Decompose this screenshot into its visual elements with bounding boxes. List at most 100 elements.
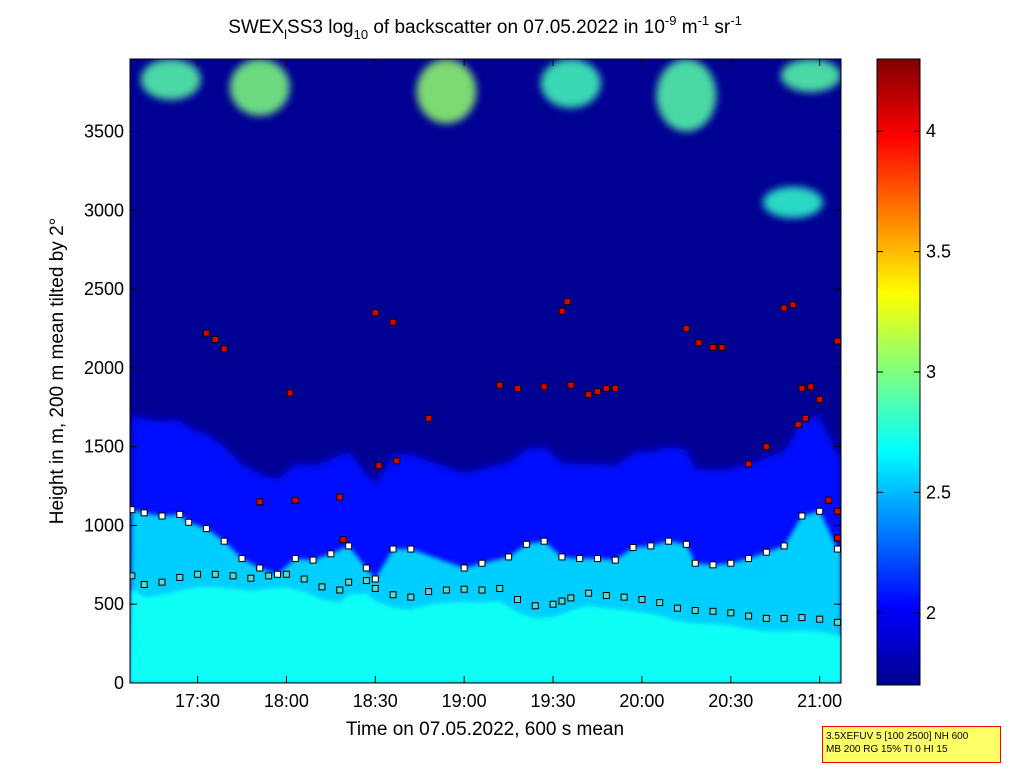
cloud-base-height-marker [807, 383, 815, 391]
y-tick-label: 1000 [84, 515, 124, 535]
cloud-base-height-marker [336, 493, 344, 501]
cloud-base-height-marker [825, 496, 833, 504]
colorbar-tick-label: 2 [926, 603, 936, 623]
mixed-layer-height-marker [176, 573, 184, 581]
y-axis-label: Height in m, 200 m mean tilted by 2° [47, 218, 68, 524]
aerosol-layer-height-marker [176, 510, 184, 518]
mixed-layer-height-marker [727, 609, 735, 617]
mixed-layer-height-marker [389, 591, 397, 599]
aerosol-layer-height-marker [327, 550, 335, 558]
mixed-layer-height-marker [318, 583, 326, 591]
mixed-layer-height-marker [496, 584, 504, 592]
aerosol-layer-height-marker [256, 564, 264, 572]
mixed-layer-height-marker [673, 604, 681, 612]
mixed-layer-height-marker [362, 577, 370, 585]
cloud-patch [140, 59, 201, 100]
layer-markers [130, 298, 841, 626]
aerosol-layer-height-marker [709, 561, 717, 569]
cloud-patch [780, 59, 841, 93]
aerosol-layer-height-marker [460, 564, 468, 572]
aerosol-layer-height-marker [593, 555, 601, 563]
mixed-layer-height-marker [762, 614, 770, 622]
aerosol-layer-height-marker [478, 559, 486, 567]
mixed-layer-height-marker [513, 595, 521, 603]
colorbar-tick-label: 3.5 [926, 242, 951, 262]
mixed-layer-height-marker [798, 614, 806, 622]
mixed-layer-height-marker [211, 570, 219, 578]
aerosol-layer-height-marker [780, 542, 788, 550]
aerosol-layer-height-marker [185, 518, 193, 526]
x-tick-label: 20:30 [708, 691, 753, 711]
mixed-layer-height-marker [194, 570, 202, 578]
mixed-layer-height-marker [345, 578, 353, 586]
cloud-base-height-marker [718, 343, 726, 351]
cloud-base-height-marker [816, 395, 824, 403]
y-tick-label: 3500 [84, 121, 124, 141]
aerosol-layer-height-marker [345, 542, 353, 550]
cloud-base-height-marker [695, 339, 703, 347]
mixed-layer-height-marker [709, 607, 717, 615]
aerosol-layer-height-marker [309, 556, 317, 564]
mixed-layer-height-marker [442, 586, 450, 594]
colorbar-tick-label: 3 [926, 362, 936, 382]
aerosol-layer-height-marker [762, 548, 770, 556]
colorbar-ticks: 2 2.5 3 3.5 4 [877, 121, 951, 623]
x-tick-label: 21:00 [797, 691, 842, 711]
y-tick-label: 500 [94, 594, 124, 614]
cloud-base-height-marker [585, 391, 593, 399]
heatmap-plot [130, 59, 841, 683]
mixed-layer-height-marker [282, 570, 290, 578]
cloud-base-height-marker [389, 318, 397, 326]
cloud-patch [656, 59, 717, 132]
cloud-base-height-marker [558, 307, 566, 315]
aerosol-layer-height-marker [745, 555, 753, 563]
colorbar-tick-label: 2.5 [926, 482, 951, 502]
aerosol-layer-height-marker [629, 543, 637, 551]
x-tick-label: 19:30 [531, 691, 576, 711]
mixed-layer-height-marker [247, 574, 255, 582]
cloud-base-height-marker [682, 324, 690, 332]
mixed-layer-height-marker [478, 586, 486, 594]
cloud-base-height-marker [291, 496, 299, 504]
mixed-layer-height-marker [691, 607, 699, 615]
aerosol-layer-height-marker [140, 509, 148, 517]
x-axis-ticks: 17:30 18:00 18:30 19:00 19:30 20:00 20:30 21:00 [175, 59, 842, 711]
cloud-base-height-marker [563, 298, 571, 306]
colorbar-tick-label: 4 [926, 121, 936, 141]
aerosol-layer-height-marker [682, 540, 690, 548]
aerosol-layer-height-marker [665, 537, 673, 545]
mixed-layer-height-marker [407, 593, 415, 601]
aerosol-layer-height-marker [540, 537, 548, 545]
mixed-layer-height-marker [585, 589, 593, 597]
aerosol-layer-height-marker [611, 556, 619, 564]
aerosol-layer-height-marker [389, 545, 397, 553]
cloud-base-height-marker [611, 384, 619, 392]
mixed-layer-height-marker [620, 593, 628, 601]
mixed-layer-height-marker [549, 600, 557, 608]
cloud-base-height-marker [602, 384, 610, 392]
mixed-layer-height-marker [265, 572, 273, 580]
cloud-base-height-marker [202, 329, 210, 337]
x-tick-label: 20:00 [619, 691, 664, 711]
surface-layer-fill [130, 586, 841, 683]
cloud-base-height-marker [256, 498, 264, 506]
cloud-base-height-marker [593, 387, 601, 395]
x-tick-label: 17:30 [175, 691, 220, 711]
info-line-2: MB 200 RG 15% TI 0 HI 15 [826, 744, 948, 755]
aerosol-layer-height-marker [362, 564, 370, 572]
mixed-layer-height-marker [567, 594, 575, 602]
chart-title: SWEXlSS3 log10 of backscatter on 07.05.2… [228, 13, 742, 42]
cloud-base-height-marker [220, 345, 228, 353]
mixed-layer-height-marker [602, 592, 610, 600]
aerosol-layer-height-marker [291, 555, 299, 563]
cloud-base-height-marker [375, 462, 383, 470]
mixed-layer-height-marker [638, 595, 646, 603]
cloud-base-height-marker [762, 443, 770, 451]
cloud-base-height-marker [425, 414, 433, 422]
cloud-patch [416, 59, 477, 124]
info-line-1: 3.5XEFUV 5 [100 2500] NH 600 [826, 731, 969, 742]
cloud-base-height-marker [794, 421, 802, 429]
x-tick-label: 18:00 [264, 691, 309, 711]
aerosol-layer-height-marker [238, 555, 246, 563]
